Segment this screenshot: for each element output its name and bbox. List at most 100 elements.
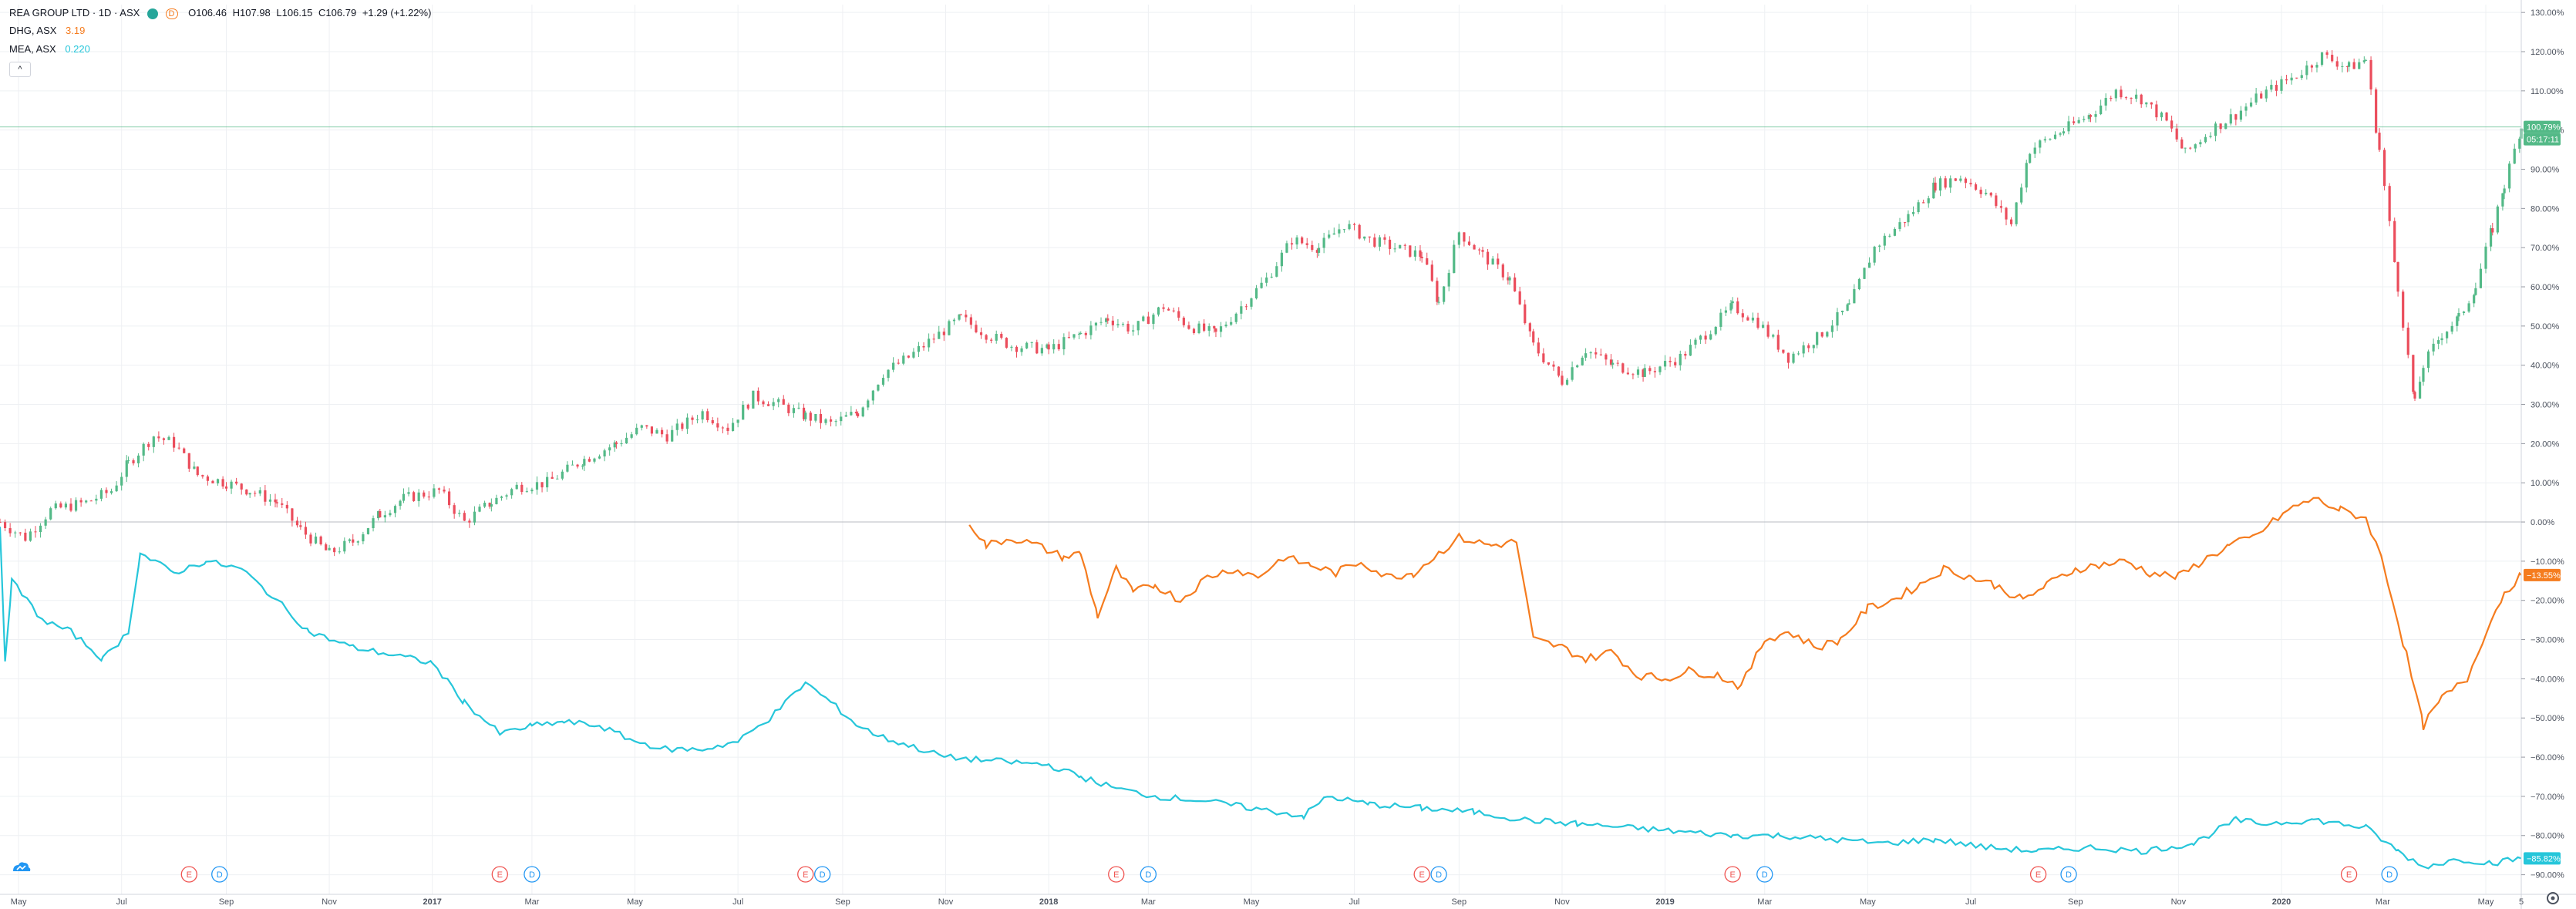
y-tick-label: −80.00% xyxy=(2531,832,2564,841)
rea-candle-body xyxy=(2094,114,2097,117)
rea-candle-body xyxy=(1528,323,1531,332)
rea-candle-body xyxy=(1177,311,1180,318)
rea-candle-body xyxy=(1642,369,1645,377)
rea-candle-body xyxy=(819,413,823,423)
collapse-legend-button[interactable]: ^ xyxy=(9,62,31,77)
rea-candle-body xyxy=(1317,247,1321,253)
mea-label[interactable]: MEA, ASX xyxy=(9,43,56,55)
rea-candle-body xyxy=(691,417,694,420)
rea-candle-body xyxy=(1917,202,1920,213)
rea-candle-body xyxy=(742,405,745,420)
rea-candle-body xyxy=(756,390,760,402)
rea-candle-body xyxy=(2375,89,2378,133)
rea-candle-body xyxy=(535,482,539,490)
rea-candle-body xyxy=(2155,104,2158,118)
rea-candle-body xyxy=(1132,330,1135,332)
rea-candle-body xyxy=(583,459,586,466)
dhg-label[interactable]: DHG, ASX xyxy=(9,25,57,36)
rea-candle-body xyxy=(1157,307,1160,315)
rea-candle-body xyxy=(224,486,228,489)
rea-candle-body xyxy=(576,464,579,467)
rea-candle-body xyxy=(2249,102,2253,107)
rea-candle-body xyxy=(1463,232,1466,242)
symbol-title[interactable]: REA GROUP LTD · 1D · ASX xyxy=(9,7,140,19)
rea-candle-body xyxy=(1192,328,1196,333)
rea-candle-body xyxy=(109,491,113,493)
rea-candle-body xyxy=(2043,139,2046,141)
rea-candle-body xyxy=(1167,308,1170,311)
rea-candle-body xyxy=(2446,332,2449,338)
rea-candle-body xyxy=(1035,342,1039,354)
dhg-value: 3.19 xyxy=(66,25,86,36)
rea-candle-body xyxy=(1409,245,1412,257)
x-tick-label: Nov xyxy=(2171,897,2187,907)
rea-candle-body xyxy=(3,522,7,529)
earnings-marker-icon xyxy=(2340,866,2358,883)
rea-candle-body xyxy=(1796,353,1800,355)
rea-candle-body xyxy=(2029,153,2032,163)
rea-candle-body xyxy=(1426,258,1429,265)
price-tags: 100.79% 05:17:11 −13.55% −85.82% xyxy=(2524,120,2561,865)
rea-candle-body xyxy=(1491,258,1494,265)
rea-candle-body xyxy=(1203,323,1206,331)
rea-candle-body xyxy=(752,390,755,409)
rea-candle-body xyxy=(1000,334,1003,338)
rea-candle-body xyxy=(2087,115,2090,120)
rea-candle-body xyxy=(2150,102,2153,105)
rea-candle-body xyxy=(1922,202,1925,204)
event-marker-label: E xyxy=(803,870,808,880)
time-axis[interactable]: May Jul Sep Nov 2017 Mar May Jul Sep Nov 2018 Mar Ma… xyxy=(0,894,2576,907)
rea-candle-body xyxy=(2140,94,2143,105)
rea-candle-body xyxy=(2160,112,2164,118)
rea-candle-body xyxy=(1658,366,1662,372)
rea-candle-body xyxy=(201,475,204,477)
y-tick-label: 70.00% xyxy=(2531,244,2560,253)
x-tick-label: Nov xyxy=(1554,897,1570,907)
rea-candle-body xyxy=(2265,89,2268,99)
y-tick-label: 90.00% xyxy=(2531,166,2560,175)
rea-candle-body xyxy=(2341,66,2344,67)
y-tick-label: −90.00% xyxy=(2531,871,2564,880)
rea-candle-body xyxy=(551,476,554,479)
x-tick-label: 2019 xyxy=(1655,897,1674,907)
event-marker-label: E xyxy=(1729,870,1735,880)
price-axis[interactable]: 130.00%120.00%110.00%100.00%90.00%80.00%… xyxy=(2520,0,2564,909)
rea-candle-body xyxy=(1010,346,1013,348)
rea-candle-body xyxy=(235,481,238,484)
rea-candle-body xyxy=(2474,288,2477,295)
rea-candle-body xyxy=(2260,93,2263,99)
rea-candle-body xyxy=(274,499,277,503)
rea-candle-body xyxy=(979,332,983,335)
rea-candle-body xyxy=(319,536,322,545)
rea-candle-body xyxy=(95,498,98,501)
rea-candle-body xyxy=(1106,318,1110,321)
settings-gear-icon[interactable] xyxy=(2547,892,2559,904)
rea-candle-body xyxy=(1052,344,1056,350)
x-tick-label: May xyxy=(1244,897,1260,907)
rea-candle-body xyxy=(2496,206,2499,233)
rea-candle-body xyxy=(2503,188,2506,194)
rea-candle-body xyxy=(2239,110,2243,120)
rea-candle-body xyxy=(695,419,699,421)
tradingview-logo-icon[interactable] xyxy=(11,859,31,874)
rea-candle-body xyxy=(1197,323,1200,333)
rea-candle-body xyxy=(2369,59,2372,90)
rea-candle-body xyxy=(1867,262,1871,268)
rea-candle-body xyxy=(2244,106,2248,111)
rea-candle-body xyxy=(325,544,328,550)
rea-candle-body xyxy=(912,352,915,358)
rea-candle-body xyxy=(1363,236,1366,239)
event-marker-label: D xyxy=(1436,870,1442,880)
rea-candle-body xyxy=(1979,190,1982,194)
rea-candle-body xyxy=(1305,243,1308,245)
rea-candle-body xyxy=(1542,353,1545,363)
rea-candle-body xyxy=(1547,362,1551,365)
x-tick-label: May xyxy=(1860,897,1876,907)
rea-candle-body xyxy=(125,460,128,477)
rea-candle-body xyxy=(268,499,272,502)
rea-candle-body xyxy=(1626,372,1629,375)
rea-candle-body xyxy=(34,531,37,533)
rea-candle-body xyxy=(1699,335,1702,340)
rea-candle-body xyxy=(1280,252,1283,267)
